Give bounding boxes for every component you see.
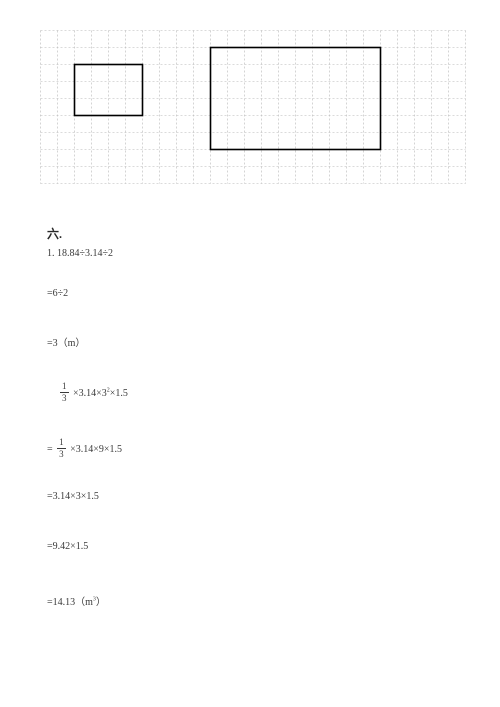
math-line: 13 ×3.14×32×1.5 (58, 383, 128, 404)
text-run: =14.13（m (47, 597, 93, 608)
text-run: ×1.5 (110, 388, 128, 399)
text-run: 1. 18.84÷3.14÷2 (47, 248, 113, 259)
math-line: =6÷2 (47, 288, 68, 299)
grid-svg (40, 30, 466, 184)
fraction-denominator: 3 (57, 449, 66, 459)
math-line: =3.14×3×1.5 (47, 491, 99, 502)
text-run: ×3.14×9×1.5 (68, 444, 122, 455)
text-run: ×3.14×3 (71, 388, 107, 399)
page: 六. 1. 18.84÷3.14÷2 =6÷2 =3（m） 13 ×3.14×32×1… (0, 0, 500, 707)
fraction: 13 (60, 382, 69, 403)
math-line: =3（m） (47, 334, 85, 349)
text-run: =9.42×1.5 (47, 541, 88, 552)
text-run: =3.14×3×1.5 (47, 491, 99, 502)
grid-diagram (40, 30, 465, 183)
text-run: =3（m） (47, 338, 85, 349)
fraction-numerator: 1 (60, 382, 69, 393)
math-line: 1. 18.84÷3.14÷2 (47, 248, 113, 259)
math-line: =9.42×1.5 (47, 541, 88, 552)
text-run: =6÷2 (47, 288, 68, 299)
fraction-denominator: 3 (60, 393, 69, 403)
text-run: = (47, 444, 55, 455)
math-line: = 13 ×3.14×9×1.5 (47, 439, 122, 460)
fraction-numerator: 1 (57, 438, 66, 449)
math-line: =14.13（m3） (47, 593, 106, 608)
section-heading: 六. (47, 225, 62, 242)
fraction: 13 (57, 438, 66, 459)
text-run: ） (96, 597, 106, 608)
